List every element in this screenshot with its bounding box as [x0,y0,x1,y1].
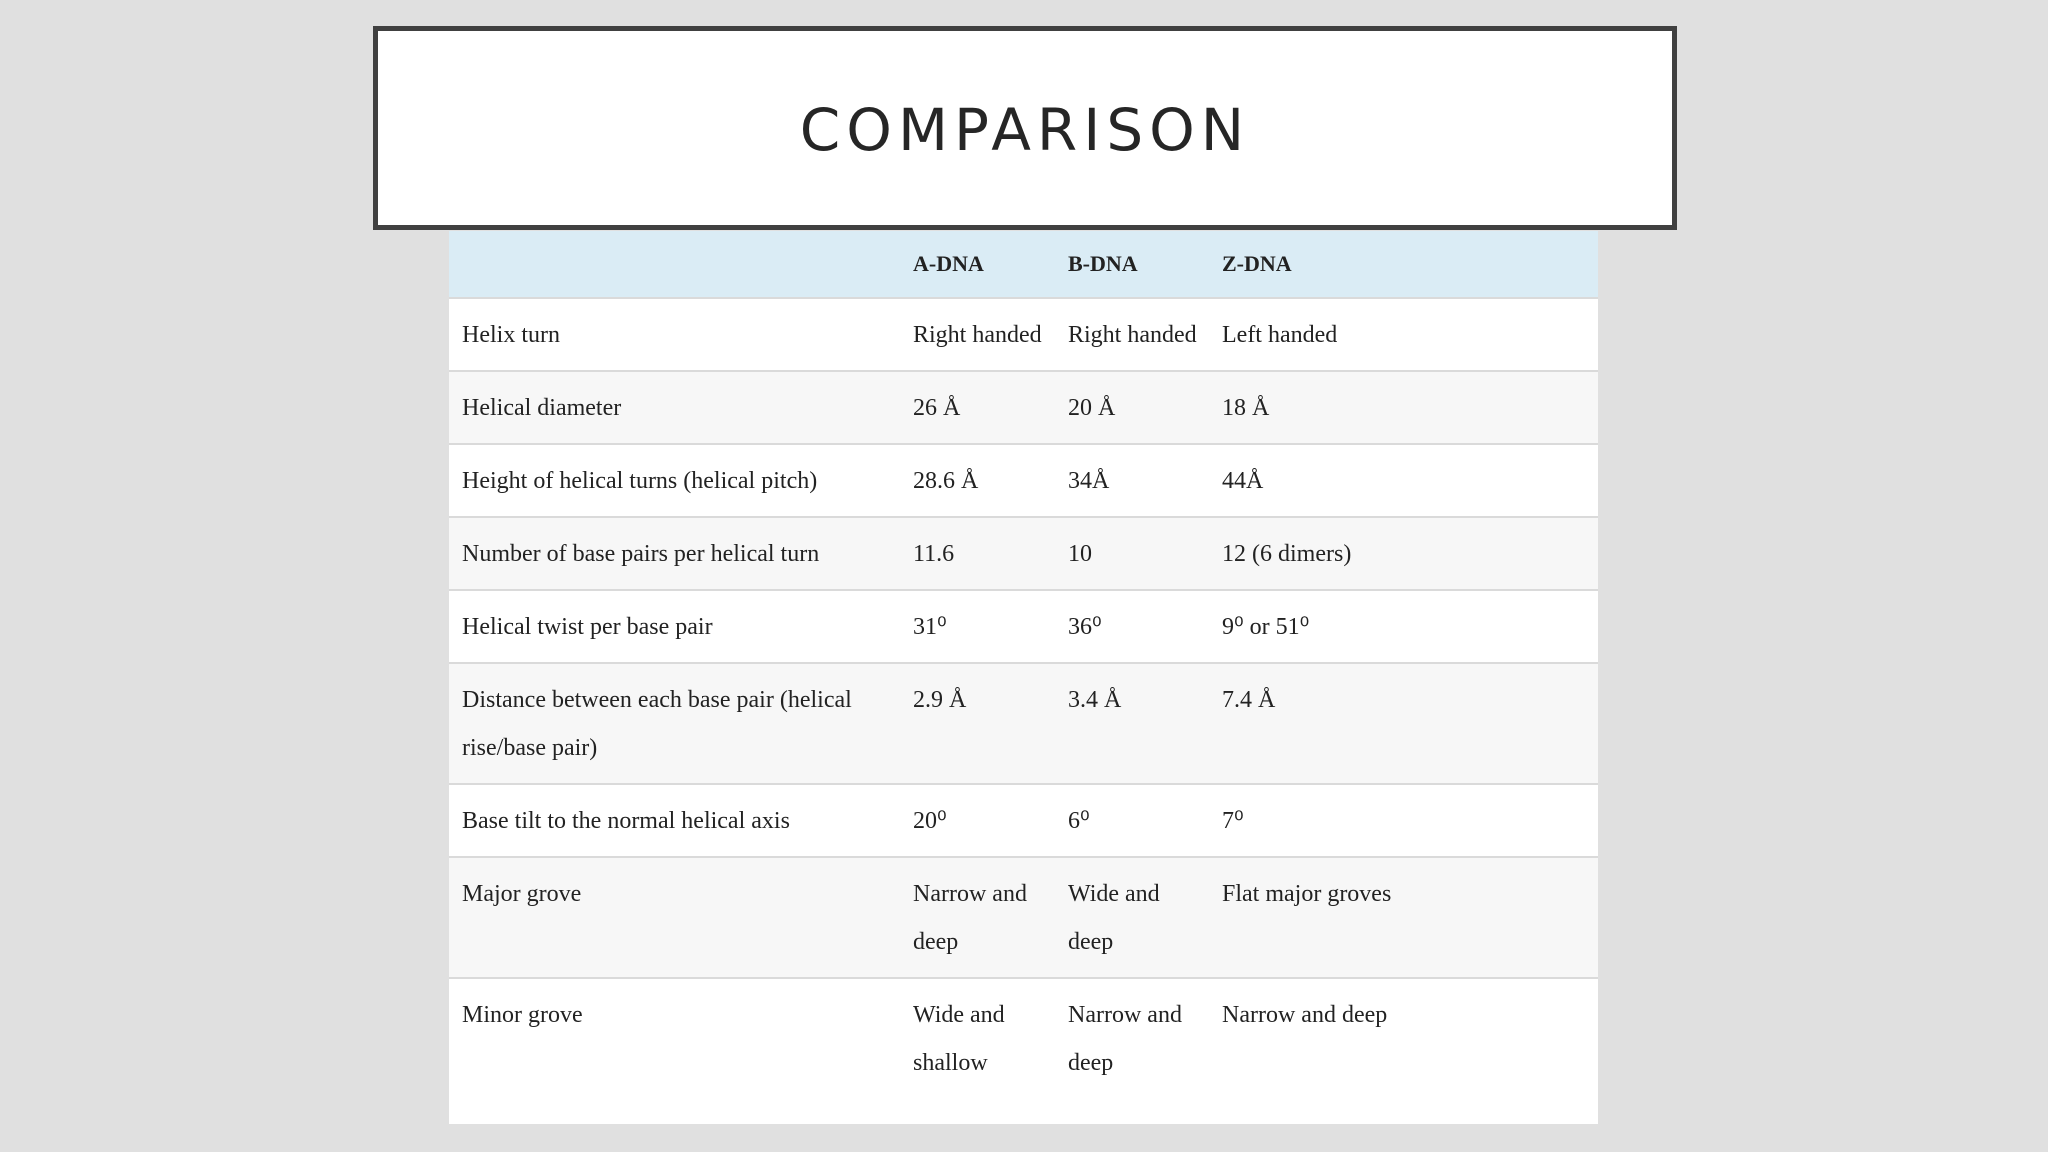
header-cell-property [449,231,900,298]
cell-a-dna: Right handed [913,322,1042,348]
cell-b-dna: 6⁰ [1068,808,1090,834]
cell-z-dna: Flat major groves [1222,881,1392,907]
row-label: Helical twist per base pair [462,614,713,640]
header-cell-b-dna: B-DNA [1068,251,1138,276]
table-row: Height of helical turns (helical pitch) … [449,444,1598,517]
comparison-table: A-DNA B-DNA Z-DNA Helix turn Right hande… [449,231,1598,1098]
comparison-table-container: A-DNA B-DNA Z-DNA Helix turn Right hande… [449,231,1598,1124]
title-box: COMPARISON [373,26,1677,230]
table-row: Minor grove Wide and shallow Narrow and … [449,978,1598,1098]
table-header-row: A-DNA B-DNA Z-DNA [449,231,1598,298]
row-label: Height of helical turns (helical pitch) [462,468,818,494]
row-label: Major grove [462,881,582,907]
cell-b-dna: Right handed [1068,322,1197,348]
cell-a-dna: Narrow and deep [913,881,1027,955]
cell-z-dna: 7⁰ [1222,808,1244,834]
cell-a-dna: 26 Å [913,395,961,421]
cell-a-dna: 20⁰ [913,808,947,834]
table-row: Helical twist per base pair 31⁰ 36⁰ 9⁰ o… [449,590,1598,663]
cell-z-dna: 12 (6 dimers) [1222,541,1352,567]
cell-a-dna: 31⁰ [913,614,947,640]
cell-a-dna: 11.6 [913,541,955,567]
table-row: Helix turn Right handed Right handed Lef… [449,298,1598,371]
cell-a-dna: 2.9 Å [913,687,967,713]
cell-a-dna: Wide and shallow [913,1002,1005,1076]
row-label: Minor grove [462,1002,583,1028]
slide-title: COMPARISON [799,96,1251,164]
row-label: Helical diameter [462,395,622,421]
cell-z-dna: 44Å [1222,468,1264,494]
cell-z-dna: 18 Å [1222,395,1270,421]
table-row: Major grove Narrow and deep Wide and dee… [449,857,1598,978]
row-label: Number of base pairs per helical turn [462,541,820,567]
header-cell-z-dna: Z-DNA [1222,251,1292,276]
cell-z-dna: Left handed [1222,322,1338,348]
cell-b-dna: 3.4 Å [1068,687,1122,713]
cell-b-dna: Narrow and deep [1068,1002,1182,1076]
cell-b-dna: Wide and deep [1068,881,1160,955]
row-label: Helix turn [462,322,560,348]
cell-z-dna: 7.4 Å [1222,687,1276,713]
cell-a-dna: 28.6 Å [913,468,979,494]
cell-b-dna: 20 Å [1068,395,1116,421]
table-row: Helical diameter 26 Å 20 Å 18 Å [449,371,1598,444]
row-label: Distance between each base pair (helical… [462,687,852,761]
cell-z-dna: 9⁰ or 51⁰ [1222,614,1310,640]
row-label: Base tilt to the normal helical axis [462,808,790,834]
table-row: Distance between each base pair (helical… [449,663,1598,784]
table-row: Number of base pairs per helical turn 11… [449,517,1598,590]
table-row: Base tilt to the normal helical axis 20⁰… [449,784,1598,857]
header-cell-a-dna: A-DNA [913,251,984,276]
cell-b-dna: 34Å [1068,468,1110,494]
cell-b-dna: 10 [1068,541,1092,567]
cell-b-dna: 36⁰ [1068,614,1102,640]
cell-z-dna: Narrow and deep [1222,1002,1388,1028]
